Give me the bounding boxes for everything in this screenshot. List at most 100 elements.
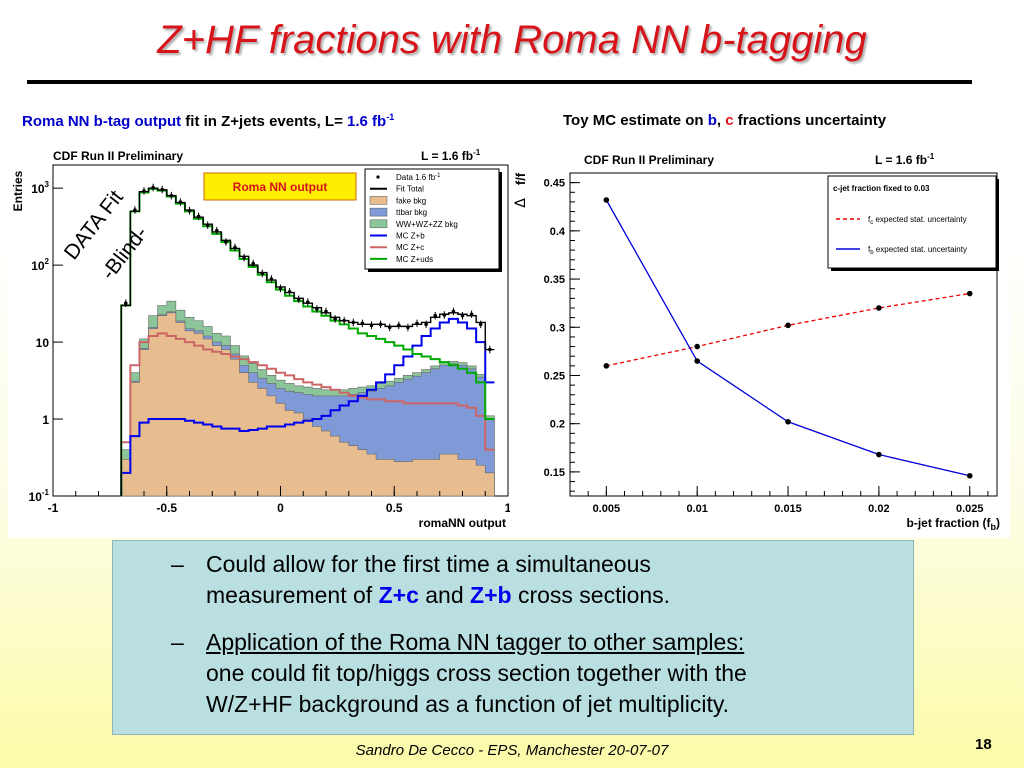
hist-xlabel: romaNN output bbox=[419, 516, 506, 530]
bullet-1-zc: Z+c bbox=[378, 582, 419, 608]
hist-y-tick-base: 1 bbox=[42, 413, 49, 427]
hist-legend-label: MC Z+c bbox=[396, 243, 424, 252]
right-caption-b: b bbox=[707, 112, 717, 129]
right-caption-c: c bbox=[725, 112, 734, 129]
data-point bbox=[397, 323, 401, 328]
data-point bbox=[315, 307, 319, 311]
toy-legend-sub: c bbox=[870, 220, 873, 226]
page-number: 18 bbox=[975, 736, 992, 753]
bullet-1-dash: – bbox=[171, 551, 184, 577]
hist-legend-label: WW+WZ+ZZ bkg bbox=[396, 220, 458, 229]
toy-ylabel-delta: Δ bbox=[513, 198, 529, 208]
data-point bbox=[242, 255, 246, 260]
left-caption-lumi: 1.6 fb bbox=[347, 113, 387, 130]
data-point bbox=[469, 312, 474, 317]
hist-line-mc-z-b bbox=[120, 317, 495, 496]
data-point bbox=[142, 189, 146, 193]
data-point bbox=[178, 200, 183, 204]
hist-legend-swatch-ttbar-bkg bbox=[369, 207, 388, 217]
hist-y-tick-base: 10 bbox=[31, 259, 45, 273]
toy-y-tick-label: 0.4 bbox=[550, 226, 566, 238]
toy-y-tick-label: 0.15 bbox=[544, 467, 565, 479]
toy-y-tick-label: 0.25 bbox=[544, 370, 565, 382]
hist-y-tick-exp: 2 bbox=[45, 257, 50, 266]
data-point bbox=[169, 193, 174, 198]
slide-footer: Sandro De Cecco - EPS, Manchester 20-07-… bbox=[355, 742, 669, 759]
toy-legend-label-fb: fb expected stat. uncertainty bbox=[868, 245, 967, 256]
data-point bbox=[342, 318, 347, 323]
hist-legend-label: MC Z+b bbox=[396, 232, 425, 241]
data-point bbox=[478, 322, 483, 327]
data-point bbox=[460, 313, 465, 318]
bullet-1-line2: measurement of Z+c and Z+b cross section… bbox=[206, 580, 896, 611]
toy-legend-suffix: expected stat. uncertainty bbox=[873, 215, 966, 224]
data-point bbox=[160, 187, 164, 192]
data-point bbox=[133, 208, 137, 212]
bullet-1-post: cross sections. bbox=[511, 582, 671, 608]
toy-point-fc bbox=[785, 322, 791, 329]
data-point bbox=[224, 240, 228, 244]
left-plot-caption: Roma NN b-tag output fit in Z+jets event… bbox=[22, 112, 394, 130]
title-rule bbox=[27, 80, 972, 84]
hist-x-tick-label: 0 bbox=[277, 501, 284, 515]
toy-x-tick-label: 0.005 bbox=[593, 503, 621, 515]
data-point bbox=[306, 300, 310, 304]
hist-legend-label: fake bkg bbox=[396, 196, 426, 205]
hist-fill-fake-bkg bbox=[120, 312, 495, 497]
toy-series-line-fc bbox=[606, 292, 970, 367]
hist-lumi-label: L = 1.6 fb-1 bbox=[421, 148, 481, 163]
hist-legend-label: ttbar bkg bbox=[396, 208, 427, 217]
right-caption-comma: , bbox=[716, 112, 726, 129]
hist-y-tick-exp: 3 bbox=[45, 180, 50, 189]
data-point bbox=[415, 321, 419, 326]
hist-x-tick-label: -0.5 bbox=[156, 501, 177, 515]
bullet-box: – Could allow for the first time a simul… bbox=[112, 540, 914, 735]
toy-point-fb bbox=[966, 472, 973, 479]
toy-mc-chart-panel: 0.005 0.01 0.015 0.02 0.025 0.15 0.2 0.25 0.3 0.3… bbox=[510, 141, 1010, 538]
hist-legend-label: Data 1.6 fb-1 bbox=[396, 173, 441, 182]
toy-legend-suffix: expected stat. uncertainty bbox=[874, 245, 967, 254]
data-point bbox=[424, 322, 428, 327]
data-point bbox=[488, 347, 492, 352]
hist-line-mc-z-c bbox=[120, 332, 495, 496]
roma-nn-histogram-panel: -1 -0.5 0 0.5 1 10-1 1 10 102 103 CDF Run II Preli… bbox=[8, 141, 516, 538]
bullet-2-line1: Application of the Roma NN tagger to oth… bbox=[206, 629, 745, 655]
data-point bbox=[124, 301, 128, 306]
toy-ylabel: f/f bbox=[513, 172, 528, 185]
toy-x-tick-label: 0.025 bbox=[956, 503, 984, 515]
bullet-2-text: Application of the Roma NN tagger to oth… bbox=[206, 627, 896, 720]
left-caption-sup: -1 bbox=[386, 112, 395, 122]
hist-y-tick-base: 10 bbox=[29, 490, 43, 504]
toy-lumi-label: L = 1.6 fb-1 bbox=[875, 152, 935, 167]
hist-line-mc-z-uds bbox=[120, 187, 495, 496]
hist-legend-label: MC Z+uds bbox=[396, 255, 433, 264]
roma-nn-label-box bbox=[203, 172, 357, 201]
bullet-1-line1: Could allow for the first time a simulta… bbox=[206, 551, 651, 577]
data-point bbox=[196, 214, 201, 219]
hist-x-tick-label: 0.5 bbox=[386, 501, 403, 515]
data-point bbox=[387, 325, 392, 330]
data-point bbox=[324, 309, 328, 314]
bullet-1-zb: Z+b bbox=[470, 582, 512, 608]
bullet-2-line2: one could fit top/higgs cross section to… bbox=[206, 660, 747, 686]
data-point bbox=[287, 290, 292, 294]
hist-legend-sup: -1 bbox=[435, 173, 441, 179]
toy-y-tick-label: 0.2 bbox=[550, 419, 565, 431]
data-point bbox=[269, 277, 274, 281]
bullet-2-line3: W/Z+HF background as a function of jet m… bbox=[206, 691, 730, 717]
toy-legend-label-fc: fc expected stat. uncertainty bbox=[868, 215, 967, 226]
slide-title: Z+HF fractions with Roma NN b-tagging bbox=[157, 18, 867, 62]
data-point bbox=[442, 313, 447, 317]
toy-legend-sub: b bbox=[870, 250, 874, 256]
toy-legend-header: c-jet fraction fixed to 0.03 bbox=[833, 184, 930, 193]
hist-y-tick-label: 102 bbox=[31, 257, 49, 273]
hist-legend-marker bbox=[376, 175, 380, 179]
right-caption-part1: Toy MC estimate on bbox=[563, 112, 708, 129]
toy-point-fc bbox=[694, 343, 700, 350]
hist-y-tick-base: 10 bbox=[31, 182, 45, 196]
hist-y-tick-base: 10 bbox=[36, 336, 50, 350]
left-caption-part1: Roma NN b-tag output bbox=[22, 113, 182, 130]
data-point bbox=[205, 223, 210, 228]
hist-line-fit-total bbox=[120, 187, 495, 496]
toy-legend bbox=[827, 175, 997, 269]
